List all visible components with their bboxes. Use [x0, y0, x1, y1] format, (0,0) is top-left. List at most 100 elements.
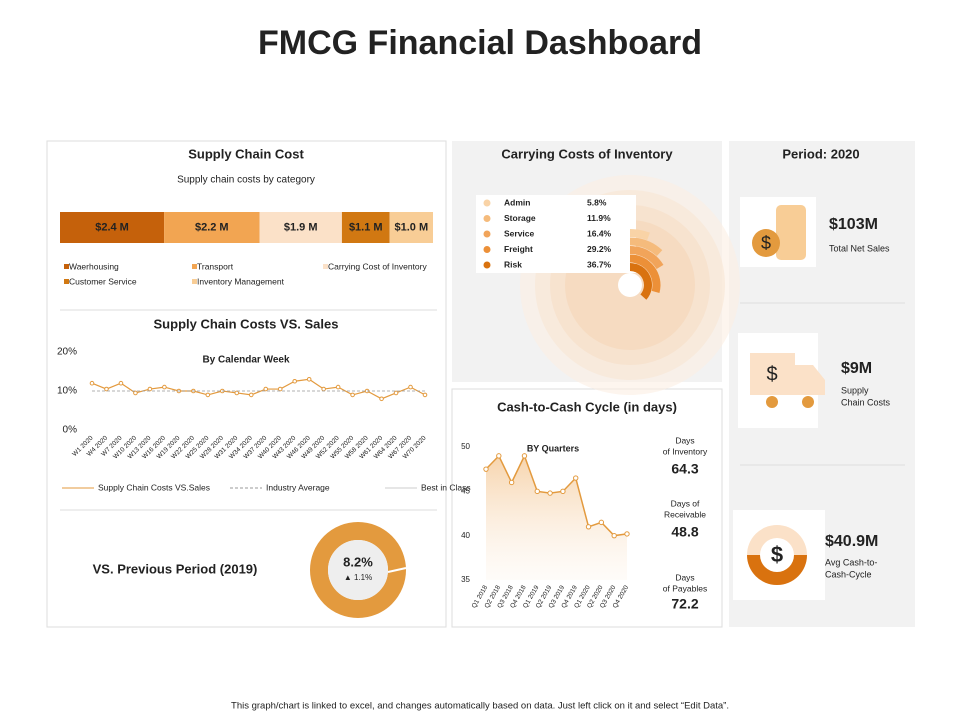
kpi-label: Avg Cash-to-	[825, 557, 877, 567]
kpi-value: $9M	[841, 360, 872, 377]
bar-segment	[259, 212, 342, 243]
metric-label: Days	[675, 435, 694, 445]
kpi-label: Chain Costs	[841, 397, 891, 407]
point	[104, 386, 109, 392]
kpi-label: Supply	[841, 385, 869, 395]
point	[306, 377, 312, 382]
period-title: Period: 2020	[782, 146, 859, 161]
legend-label: Best in Class	[421, 482, 471, 492]
legend-swatch	[192, 279, 197, 284]
icon-glyph: $	[761, 233, 771, 253]
point	[521, 453, 528, 459]
icon-glyph: $	[766, 363, 777, 385]
point	[205, 392, 211, 398]
point	[483, 466, 489, 472]
legend-value: 16.4%	[587, 228, 612, 238]
point	[508, 479, 515, 486]
data-label: $1.0 M	[394, 221, 428, 233]
point	[393, 390, 399, 396]
legend-label: Carrying Cost of Inventory	[328, 261, 427, 271]
truck-wheel	[766, 396, 778, 408]
point	[118, 380, 124, 386]
metric-value: 64.3	[671, 461, 698, 477]
y-tick-label: 20%	[57, 347, 77, 358]
legend-swatch	[64, 264, 69, 269]
truck-icon	[795, 365, 825, 395]
point	[408, 384, 413, 390]
data-label: $2.2 M	[195, 221, 229, 233]
point	[611, 532, 617, 539]
chart-title: Cash-to-Cash Cycle (in days)	[497, 399, 677, 414]
metric-value: 72.2	[671, 596, 698, 612]
metric-label: of Payables	[663, 583, 707, 593]
point	[248, 392, 254, 398]
point	[624, 531, 630, 537]
point	[321, 386, 326, 392]
bar-segment	[389, 212, 433, 243]
point	[89, 380, 95, 386]
legend-label: Waerhousing	[69, 261, 119, 271]
point	[350, 392, 355, 398]
data-label: $2.4 M	[95, 221, 129, 233]
legend-label: Industry Average	[266, 482, 330, 492]
point	[277, 386, 283, 392]
chart-subtitle: By Calendar Week	[202, 355, 290, 366]
legend-swatch	[323, 264, 328, 269]
point	[547, 490, 553, 496]
legend-label: Admin	[504, 197, 530, 207]
kpi-value: $40.9M	[825, 533, 878, 550]
legend-value: 5.8%	[587, 197, 607, 207]
y-tick-label: 0%	[63, 425, 78, 436]
legend-label: Customer Service	[69, 276, 137, 286]
metric-label: Days	[675, 572, 694, 582]
chart-title: Supply Chain Costs VS. Sales	[154, 316, 339, 331]
legend-swatch	[483, 230, 491, 238]
metric-value: 48.8	[671, 524, 698, 540]
point	[335, 384, 341, 390]
point	[379, 396, 384, 402]
legend-swatch	[64, 279, 69, 284]
point	[573, 475, 579, 481]
radial-bar	[630, 229, 650, 241]
chart-subtitle: Supply chain costs by category	[177, 175, 315, 186]
donut-gap	[387, 567, 407, 573]
icon-glyph: $	[771, 542, 783, 567]
legend-label: Inventory Management	[197, 276, 285, 286]
legend-swatch	[483, 246, 491, 253]
coin-stack-icon	[776, 205, 806, 260]
legend-label: Transport	[197, 261, 234, 271]
comparison-change: ▲ 1.1%	[344, 573, 372, 582]
point	[133, 390, 138, 396]
point	[422, 392, 428, 398]
legend-swatch	[192, 264, 197, 269]
point	[534, 488, 540, 495]
kpi-label: Total Net Sales	[829, 243, 890, 253]
coin-icon	[752, 229, 780, 257]
radial-bar	[630, 254, 661, 293]
legend-label: Supply Chain Costs VS.Sales	[98, 482, 210, 492]
point	[234, 390, 240, 396]
legend-label: Risk	[504, 259, 522, 269]
y-tick-label: 40	[461, 531, 470, 540]
comparison-title: VS. Previous Period (2019)	[93, 561, 258, 576]
y-tick-label: 50	[461, 442, 470, 451]
cycle-icon	[760, 538, 794, 572]
point	[147, 386, 153, 392]
legend-value: 11.9%	[587, 213, 611, 223]
point	[162, 384, 167, 390]
page-title: FMCG Financial Dashboard	[258, 24, 702, 62]
kpi-label: Cash-Cycle	[825, 569, 872, 579]
point	[496, 453, 502, 459]
radial-bar	[630, 237, 663, 257]
point	[292, 378, 297, 384]
y-tick-label: 45	[461, 486, 470, 495]
series-line	[91, 378, 426, 400]
metric-label: of Inventory	[663, 446, 708, 456]
legend-value: 36.7%	[587, 259, 612, 269]
hole	[618, 273, 642, 297]
radial-bar	[630, 246, 664, 270]
legend-swatch	[483, 199, 491, 207]
legend-swatch	[483, 215, 491, 222]
legend-swatch	[483, 261, 491, 269]
